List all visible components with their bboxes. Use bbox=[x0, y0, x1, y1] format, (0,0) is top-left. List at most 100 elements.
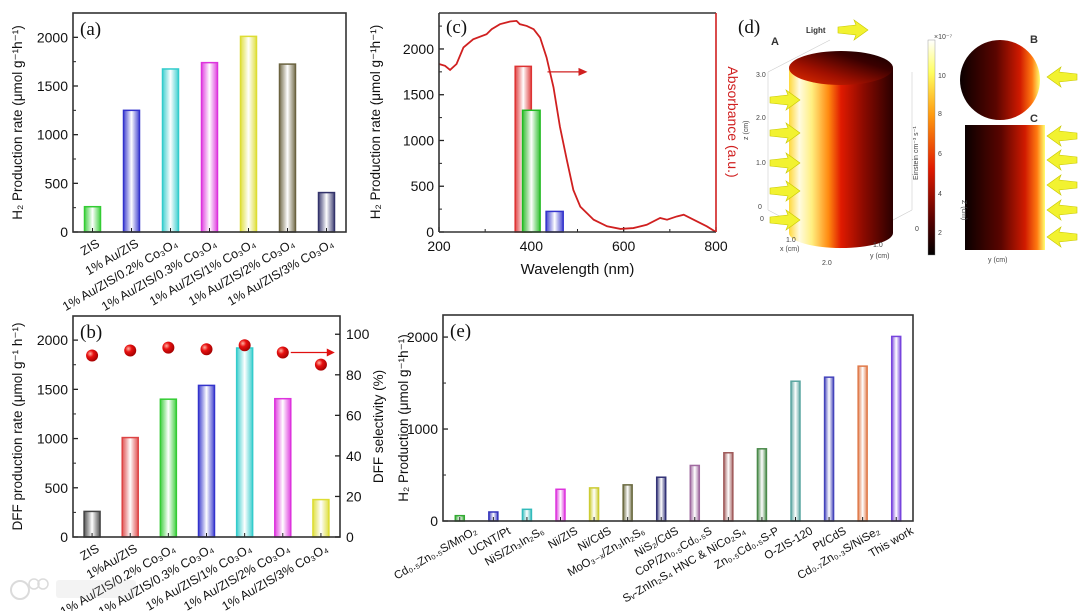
selectivity-point bbox=[276, 346, 289, 359]
arrow-right-head bbox=[326, 348, 335, 357]
y-axis-label: DFF production rate (μmol g⁻¹ h⁻¹) bbox=[10, 322, 25, 530]
arrow-right-icon bbox=[769, 180, 801, 202]
right-axis-label: DFF selectivity (%) bbox=[371, 370, 386, 483]
colorbar-tick: 6 bbox=[938, 151, 942, 158]
right-tick-label: 80 bbox=[346, 367, 362, 383]
x-tick-label: 200 bbox=[427, 238, 451, 254]
y-tick-label: 1500 bbox=[37, 78, 68, 94]
bar bbox=[655, 476, 667, 522]
watermark bbox=[10, 578, 136, 600]
x-tick-label: 400 bbox=[520, 238, 544, 254]
bar bbox=[235, 347, 254, 538]
panel-label: (a) bbox=[80, 19, 101, 40]
bar bbox=[317, 191, 336, 233]
selectivity-point bbox=[124, 344, 137, 357]
panel-c: 0 500 1000 1500 2000 200 400 600 800 (c) H₂ Produc… bbox=[368, 12, 741, 278]
bar bbox=[197, 384, 216, 538]
panel-e: 010002000Cd₀.₅Zn₀.₅S/MnO₂UCNT/PtNiS/Zn₃I… bbox=[392, 314, 916, 605]
y-axis-label: H₂ Production rate (μmol g⁻¹h⁻¹) bbox=[368, 25, 383, 220]
arrow-right-icon bbox=[769, 152, 801, 174]
category-label: Ni/ZIS bbox=[546, 525, 580, 552]
cylinder-body bbox=[789, 68, 893, 248]
arrow-right-icon bbox=[769, 122, 801, 144]
right-tick-label: 0 bbox=[346, 529, 354, 545]
colorbar-exponent: ×10⁻⁷ bbox=[934, 34, 953, 41]
bar bbox=[274, 397, 292, 538]
bar bbox=[790, 380, 801, 522]
y-tick-label: 500 bbox=[411, 178, 435, 194]
bar bbox=[545, 210, 564, 233]
plot-frame bbox=[72, 315, 341, 538]
y-tick-label: 1000 bbox=[403, 132, 434, 148]
arrow-left-icon bbox=[1046, 226, 1078, 248]
bar bbox=[121, 436, 139, 538]
right-tick-label: 100 bbox=[346, 326, 370, 342]
c-y-label: y (cm) bbox=[988, 257, 1007, 264]
selectivity-point bbox=[200, 343, 213, 356]
bar bbox=[159, 398, 178, 538]
sublabel-a: A bbox=[771, 36, 779, 48]
bar bbox=[723, 452, 734, 522]
bar bbox=[521, 109, 541, 233]
y-tick-label: 1500 bbox=[403, 87, 434, 103]
selectivity-point bbox=[238, 339, 251, 352]
y-tick: 1.0 bbox=[873, 242, 883, 249]
y-tick-label: 0 bbox=[430, 513, 438, 529]
arrow-left-icon bbox=[1046, 125, 1078, 147]
category-label: ZIS bbox=[78, 541, 102, 563]
colorbar-tick: 10 bbox=[938, 73, 946, 80]
right-tick-label: 60 bbox=[346, 407, 362, 423]
x-tick: 2.0 bbox=[822, 260, 832, 267]
arrow-right-icon bbox=[769, 209, 801, 231]
colorbar-tick: 4 bbox=[938, 191, 942, 198]
plot-frame bbox=[442, 314, 914, 522]
y-axis-label: H₂ Production (μmol g⁻¹h⁻¹) bbox=[396, 334, 411, 502]
cross-section-b bbox=[960, 40, 1040, 120]
bar bbox=[588, 487, 600, 522]
bar bbox=[555, 488, 566, 522]
arrow-right-head bbox=[578, 67, 588, 76]
arrow-left-icon bbox=[1046, 199, 1078, 221]
panel-label-d: (d) bbox=[738, 17, 760, 38]
y-axis-label: y (cm) bbox=[870, 253, 889, 260]
absorbance-line bbox=[438, 19, 717, 233]
cross-section-c bbox=[965, 125, 1045, 250]
sublabel-c: C bbox=[1030, 113, 1038, 125]
arrow-left-icon bbox=[1046, 66, 1078, 88]
light-label: Light bbox=[806, 26, 826, 35]
selectivity-point bbox=[162, 341, 175, 354]
y-tick-label: 2000 bbox=[37, 29, 68, 45]
x-axis-label: x (cm) bbox=[780, 246, 799, 253]
x-tick: 1.0 bbox=[786, 237, 796, 244]
selectivity-point bbox=[314, 358, 327, 371]
z-tick: 1.0 bbox=[756, 160, 766, 167]
bar bbox=[756, 448, 768, 522]
bar bbox=[278, 63, 297, 233]
arrow-left-icon bbox=[1046, 149, 1078, 171]
bar bbox=[622, 484, 633, 522]
x-axis-label: Wavelength (nm) bbox=[521, 261, 635, 278]
arrow-right-icon bbox=[837, 19, 869, 41]
cylinder-top bbox=[789, 51, 893, 85]
y-tick-label: 2000 bbox=[37, 332, 68, 348]
light-arrows bbox=[769, 19, 1078, 248]
z-axis-label: z (cm) bbox=[743, 121, 750, 140]
colorbar bbox=[927, 39, 936, 256]
panel-label: (e) bbox=[450, 321, 471, 342]
colorbar-tick: 2 bbox=[938, 230, 942, 237]
y-tick-label: 0 bbox=[60, 224, 68, 240]
y-axis-label: H₂ Production rate (μmol g⁻¹h⁻¹) bbox=[10, 25, 25, 220]
right-tick-label: 20 bbox=[346, 488, 362, 504]
panel-label: (c) bbox=[446, 17, 467, 38]
category-label: ZIS bbox=[78, 236, 102, 258]
bar bbox=[890, 335, 902, 522]
colorbar-label: Einstein cm⁻³ s⁻¹ bbox=[913, 126, 920, 180]
arrow-left-icon bbox=[1046, 174, 1078, 196]
x-tick-label: 800 bbox=[704, 238, 728, 254]
bar bbox=[857, 365, 868, 522]
z-tick: 2.0 bbox=[756, 115, 766, 122]
right-tick-label: 40 bbox=[346, 448, 362, 464]
